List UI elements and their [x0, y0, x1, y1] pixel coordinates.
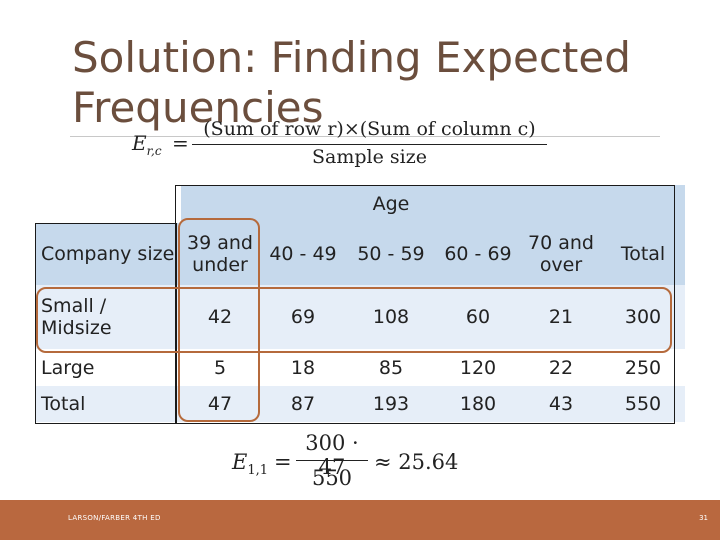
table-cell: 550 — [601, 386, 685, 422]
table-cell: 250 — [601, 349, 685, 386]
table-cell: 47 — [181, 386, 259, 422]
expected-frequency-formula: Er,c = (Sum of row r)×(Sum of column c) … — [132, 118, 552, 172]
slide-title: Solution: Finding Expected Frequencies — [72, 33, 631, 132]
table-cell: 69 — [259, 285, 347, 349]
total-header-top — [601, 185, 685, 223]
column-header: 40 - 49 — [259, 223, 347, 285]
example-denominator: 550 — [311, 466, 353, 490]
table-cell: 180 — [435, 386, 521, 422]
table-cell: 42 — [181, 285, 259, 349]
contingency-table: Age Company size 39 and under 40 - 49 50… — [35, 185, 685, 422]
row-label: Small / Midsize — [35, 285, 181, 349]
expected-frequency-example: E1,1 = 300 · 47 550 ≈ 25.64 — [232, 431, 472, 495]
table-cell: 60 — [435, 285, 521, 349]
column-header: 50 - 59 — [347, 223, 435, 285]
table-cell: 85 — [347, 349, 435, 386]
table-cell: 87 — [259, 386, 347, 422]
formula-fraction-bar — [192, 144, 547, 145]
table-cell: 193 — [347, 386, 435, 422]
table-cell: 22 — [521, 349, 601, 386]
example-lhs: E1,1 — [232, 450, 269, 479]
example-equals: = — [274, 450, 292, 474]
table-cell: 108 — [347, 285, 435, 349]
title-divider — [70, 136, 660, 137]
column-header: 70 and over — [521, 223, 601, 285]
column-header: 60 - 69 — [435, 223, 521, 285]
row-label: Large — [35, 349, 181, 386]
footer-text: LARSON/FARBER 4TH ED — [68, 514, 161, 522]
table-cell: 43 — [521, 386, 601, 422]
page-number: 31 — [699, 514, 708, 522]
table-cell: 120 — [435, 349, 521, 386]
table-cell: 300 — [601, 285, 685, 349]
formula-denominator: Sample size — [312, 146, 427, 168]
footer-bar: LARSON/FARBER 4TH ED 31 — [0, 500, 720, 540]
table-cell: 21 — [521, 285, 601, 349]
column-header: 39 and under — [181, 223, 259, 285]
table-cell: 5 — [181, 349, 259, 386]
formula-lhs: Er,c — [132, 131, 162, 158]
example-fraction-bar — [296, 460, 368, 461]
row-header-company-size: Company size — [35, 223, 181, 285]
formula-equals: = — [172, 131, 189, 155]
column-header-total: Total — [601, 223, 685, 285]
formula-numerator: (Sum of row r)×(Sum of column c) — [203, 118, 536, 140]
example-numerator: 300 · 47 — [305, 431, 359, 479]
table-corner — [35, 185, 181, 223]
example-result: ≈ 25.64 — [374, 450, 459, 474]
row-label: Total — [35, 386, 181, 422]
age-group-header: Age — [181, 185, 601, 223]
table-cell: 18 — [259, 349, 347, 386]
